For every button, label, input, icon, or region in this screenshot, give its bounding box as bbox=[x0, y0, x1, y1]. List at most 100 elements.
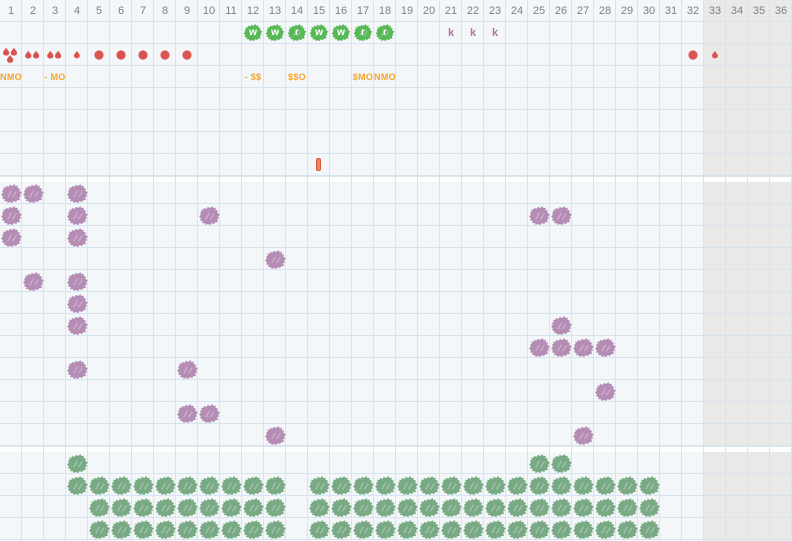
green-splat-icon[interactable] bbox=[396, 474, 418, 496]
purple-splat-icon[interactable] bbox=[264, 424, 286, 446]
purple-splat-icon[interactable] bbox=[594, 380, 616, 402]
green-splat-icon[interactable] bbox=[418, 496, 440, 518]
green-splat-icon[interactable] bbox=[88, 496, 110, 518]
purple-splat-icon[interactable] bbox=[66, 292, 88, 314]
purple-splat-icon[interactable] bbox=[528, 336, 550, 358]
purple-splat-icon[interactable] bbox=[0, 226, 22, 248]
green-splat-icon[interactable] bbox=[264, 474, 286, 496]
green-splat-icon[interactable] bbox=[352, 518, 374, 540]
green-splat-icon[interactable] bbox=[462, 474, 484, 496]
purple-splat-icon[interactable] bbox=[550, 336, 572, 358]
purple-splat-icon[interactable] bbox=[550, 314, 572, 336]
green-splat-icon[interactable] bbox=[308, 474, 330, 496]
letter-badge[interactable]: r bbox=[286, 22, 308, 44]
green-splat-icon[interactable] bbox=[572, 496, 594, 518]
green-splat-icon[interactable] bbox=[242, 518, 264, 540]
purple-splat-icon[interactable] bbox=[22, 182, 44, 204]
green-splat-icon[interactable] bbox=[594, 496, 616, 518]
green-splat-icon[interactable] bbox=[352, 496, 374, 518]
purple-splat-icon[interactable] bbox=[550, 204, 572, 226]
green-splat-icon[interactable] bbox=[110, 496, 132, 518]
green-splat-icon[interactable] bbox=[374, 518, 396, 540]
green-splat-icon[interactable] bbox=[66, 452, 88, 474]
letter-badge[interactable]: r bbox=[352, 22, 374, 44]
green-splat-icon[interactable] bbox=[484, 518, 506, 540]
letter-badge[interactable]: r bbox=[374, 22, 396, 44]
green-splat-icon[interactable] bbox=[462, 496, 484, 518]
letter-badge[interactable]: w bbox=[330, 22, 352, 44]
green-splat-icon[interactable] bbox=[572, 518, 594, 540]
purple-splat-icon[interactable] bbox=[176, 402, 198, 424]
green-splat-icon[interactable] bbox=[440, 496, 462, 518]
green-splat-icon[interactable] bbox=[396, 518, 418, 540]
green-splat-icon[interactable] bbox=[638, 474, 660, 496]
green-splat-icon[interactable] bbox=[154, 474, 176, 496]
green-splat-icon[interactable] bbox=[484, 496, 506, 518]
green-splat-icon[interactable] bbox=[550, 474, 572, 496]
green-splat-icon[interactable] bbox=[484, 474, 506, 496]
green-splat-icon[interactable] bbox=[506, 496, 528, 518]
green-splat-icon[interactable] bbox=[638, 518, 660, 540]
green-splat-icon[interactable] bbox=[374, 496, 396, 518]
purple-splat-icon[interactable] bbox=[176, 358, 198, 380]
purple-splat-icon[interactable] bbox=[66, 204, 88, 226]
green-splat-icon[interactable] bbox=[220, 518, 242, 540]
green-splat-icon[interactable] bbox=[330, 496, 352, 518]
green-splat-icon[interactable] bbox=[88, 518, 110, 540]
green-splat-icon[interactable] bbox=[418, 474, 440, 496]
green-splat-icon[interactable] bbox=[374, 474, 396, 496]
green-splat-icon[interactable] bbox=[616, 496, 638, 518]
green-splat-icon[interactable] bbox=[418, 518, 440, 540]
green-splat-icon[interactable] bbox=[506, 474, 528, 496]
purple-splat-icon[interactable] bbox=[528, 204, 550, 226]
green-splat-icon[interactable] bbox=[132, 474, 154, 496]
green-splat-icon[interactable] bbox=[550, 496, 572, 518]
green-splat-icon[interactable] bbox=[154, 496, 176, 518]
purple-splat-icon[interactable] bbox=[264, 248, 286, 270]
green-splat-icon[interactable] bbox=[308, 496, 330, 518]
green-splat-icon[interactable] bbox=[616, 518, 638, 540]
green-splat-icon[interactable] bbox=[440, 474, 462, 496]
letter-badge[interactable]: w bbox=[264, 22, 286, 44]
green-splat-icon[interactable] bbox=[528, 452, 550, 474]
green-splat-icon[interactable] bbox=[110, 474, 132, 496]
green-splat-icon[interactable] bbox=[242, 474, 264, 496]
green-splat-icon[interactable] bbox=[440, 518, 462, 540]
green-splat-icon[interactable] bbox=[594, 474, 616, 496]
green-splat-icon[interactable] bbox=[506, 518, 528, 540]
green-splat-icon[interactable] bbox=[462, 518, 484, 540]
letter-badge[interactable]: w bbox=[242, 22, 264, 44]
green-splat-icon[interactable] bbox=[264, 496, 286, 518]
green-splat-icon[interactable] bbox=[220, 474, 242, 496]
green-splat-icon[interactable] bbox=[88, 474, 110, 496]
green-splat-icon[interactable] bbox=[528, 518, 550, 540]
green-splat-icon[interactable] bbox=[176, 474, 198, 496]
green-splat-icon[interactable] bbox=[550, 518, 572, 540]
green-splat-icon[interactable] bbox=[330, 474, 352, 496]
green-splat-icon[interactable] bbox=[528, 474, 550, 496]
purple-splat-icon[interactable] bbox=[66, 270, 88, 292]
green-splat-icon[interactable] bbox=[330, 518, 352, 540]
green-splat-icon[interactable] bbox=[176, 496, 198, 518]
green-splat-icon[interactable] bbox=[264, 518, 286, 540]
green-splat-icon[interactable] bbox=[550, 452, 572, 474]
purple-splat-icon[interactable] bbox=[66, 358, 88, 380]
letter-badge[interactable]: w bbox=[308, 22, 330, 44]
purple-splat-icon[interactable] bbox=[22, 270, 44, 292]
green-splat-icon[interactable] bbox=[528, 496, 550, 518]
green-splat-icon[interactable] bbox=[132, 496, 154, 518]
purple-splat-icon[interactable] bbox=[0, 182, 22, 204]
purple-splat-icon[interactable] bbox=[66, 226, 88, 248]
green-splat-icon[interactable] bbox=[308, 518, 330, 540]
green-splat-icon[interactable] bbox=[220, 496, 242, 518]
purple-splat-icon[interactable] bbox=[198, 402, 220, 424]
green-splat-icon[interactable] bbox=[198, 518, 220, 540]
green-splat-icon[interactable] bbox=[110, 518, 132, 540]
green-splat-icon[interactable] bbox=[176, 518, 198, 540]
purple-splat-icon[interactable] bbox=[594, 336, 616, 358]
green-splat-icon[interactable] bbox=[396, 496, 418, 518]
green-splat-icon[interactable] bbox=[352, 474, 374, 496]
green-splat-icon[interactable] bbox=[616, 474, 638, 496]
green-splat-icon[interactable] bbox=[132, 518, 154, 540]
purple-splat-icon[interactable] bbox=[0, 204, 22, 226]
